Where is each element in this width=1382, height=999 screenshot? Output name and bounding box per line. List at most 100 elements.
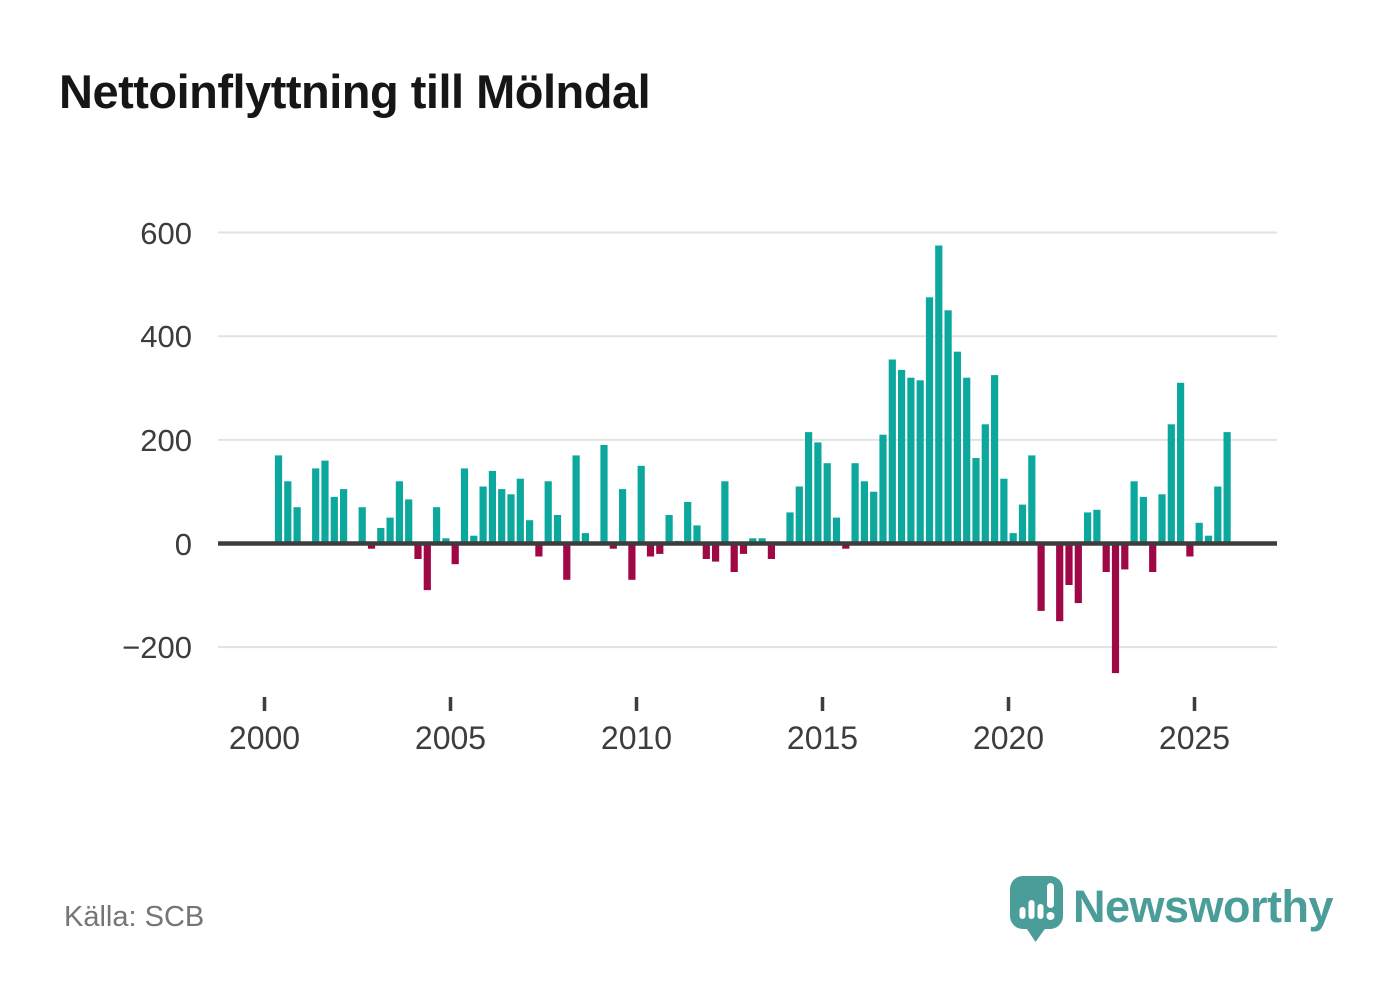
bar-2010-Q4 xyxy=(665,515,673,544)
x-axis-label-2020: 2020 xyxy=(972,720,1045,756)
x-axis-label-2005: 2005 xyxy=(414,720,487,756)
newsworthy-logo: Newsworthy xyxy=(1010,876,1334,944)
newsworthy-logo-text: Newsworthy xyxy=(1073,881,1334,932)
bar-2007-Q2 xyxy=(535,543,543,557)
bar-2003-Q4 xyxy=(405,499,413,544)
bar-2018-Q1 xyxy=(935,245,943,544)
bar-2025-Q2 xyxy=(1204,535,1213,544)
x-axis-label-2000: 2000 xyxy=(228,720,301,756)
bar-2016-Q3 xyxy=(879,434,887,544)
bar-2005-Q1 xyxy=(451,543,459,565)
bar-2017-Q2 xyxy=(907,377,915,544)
bar-2004-Q1 xyxy=(414,543,422,559)
bar-2012-Q3 xyxy=(730,543,738,572)
bar-2009-Q1 xyxy=(600,445,608,544)
bar-2018-Q3 xyxy=(953,351,961,544)
bar-2017-Q1 xyxy=(898,369,906,544)
bar-2008-Q1 xyxy=(563,543,571,580)
bar-2020-Q2 xyxy=(1018,504,1027,544)
newsworthy-logo-icon xyxy=(1010,876,1063,942)
logo-bars-and-exclamation xyxy=(1019,883,1055,920)
bar-2011-Q4 xyxy=(702,543,710,559)
source-label: Källa: SCB xyxy=(64,901,205,933)
bar-2015-Q3 xyxy=(842,543,850,549)
bar-2016-Q2 xyxy=(870,491,878,544)
bar-2024-Q3 xyxy=(1177,382,1185,544)
bar-2005-Q2 xyxy=(460,468,469,544)
bar-2001-Q4 xyxy=(330,496,338,544)
bar-2015-Q2 xyxy=(832,517,841,544)
bar-2021-Q4 xyxy=(1074,543,1082,604)
bar-2019-Q3 xyxy=(991,375,999,544)
bar-2015-Q1 xyxy=(823,463,831,544)
bar-2009-Q3 xyxy=(619,489,627,544)
bar-2012-Q2 xyxy=(721,481,729,544)
bar-2024-Q1 xyxy=(1158,494,1166,544)
bar-2007-Q4 xyxy=(553,515,562,544)
y-axis-label-600: 600 xyxy=(140,215,192,251)
x-axis-label-2015: 2015 xyxy=(786,720,859,756)
bar-2000-Q2 xyxy=(274,455,283,544)
bar-2011-Q3 xyxy=(693,525,701,544)
bar-2003-Q3 xyxy=(395,481,403,544)
bar-2022-Q3 xyxy=(1102,543,1110,572)
bar-2003-Q2 xyxy=(386,517,394,544)
bar-2005-Q3 xyxy=(470,535,478,544)
bar-2024-Q2 xyxy=(1167,424,1175,544)
bar-2016-Q1 xyxy=(860,481,868,544)
bar-2022-Q2 xyxy=(1093,509,1101,544)
bar-2004-Q2 xyxy=(423,543,431,591)
y-axis-label-0: 0 xyxy=(174,526,192,562)
bar-2025-Q4 xyxy=(1223,432,1231,544)
bar-2017-Q4 xyxy=(925,297,934,544)
bar-2004-Q3 xyxy=(433,507,441,544)
bar-2021-Q2 xyxy=(1056,543,1064,622)
bar-2006-Q4 xyxy=(516,478,524,544)
bar-2023-Q2 xyxy=(1130,481,1138,544)
bar-2002-Q3 xyxy=(358,507,366,544)
bar-2002-Q4 xyxy=(367,543,376,549)
bar-2006-Q2 xyxy=(498,489,506,544)
x-axis-label-2025: 2025 xyxy=(1158,720,1231,756)
y-axis-label--200: −200 xyxy=(122,630,192,666)
bar-2017-Q3 xyxy=(916,380,924,544)
bar-2019-Q2 xyxy=(981,424,989,544)
bar-2019-Q1 xyxy=(972,458,980,544)
bar-2020-Q4 xyxy=(1037,543,1045,611)
bar-2023-Q4 xyxy=(1149,543,1157,572)
bar-2018-Q2 xyxy=(944,310,952,544)
bar-2025-Q1 xyxy=(1195,522,1203,544)
bar-2011-Q2 xyxy=(684,502,692,544)
bar-2013-Q1 xyxy=(749,538,757,544)
chart-title: Nettoinflyttning till Mölndal xyxy=(59,65,651,118)
bar-2007-Q1 xyxy=(526,520,534,544)
bar-2022-Q4 xyxy=(1111,543,1120,674)
bar-2012-Q4 xyxy=(739,543,748,554)
bar-2010-Q1 xyxy=(637,465,645,544)
bar-2000-Q4 xyxy=(293,507,301,544)
y-axis-label-400: 400 xyxy=(140,319,192,355)
bar-2013-Q2 xyxy=(758,538,766,544)
bar-2014-Q1 xyxy=(786,512,794,544)
bar-2008-Q3 xyxy=(581,533,589,544)
bar-2007-Q3 xyxy=(544,481,552,544)
bar-2024-Q4 xyxy=(1186,543,1194,557)
y-axis-label-200: 200 xyxy=(140,422,192,458)
bar-2019-Q4 xyxy=(1000,478,1008,544)
bar-2001-Q3 xyxy=(321,460,329,544)
bar-2010-Q3 xyxy=(656,543,664,554)
bar-2003-Q1 xyxy=(377,528,385,544)
bar-2014-Q4 xyxy=(814,442,822,544)
bar-2022-Q1 xyxy=(1084,512,1092,544)
x-axis-label-2010: 2010 xyxy=(600,720,673,756)
bar-2008-Q2 xyxy=(572,455,580,544)
bar-2000-Q3 xyxy=(284,481,292,544)
bar-2013-Q3 xyxy=(767,543,775,559)
bar-2014-Q3 xyxy=(805,432,813,544)
bar-2014-Q2 xyxy=(795,486,803,544)
bar-2009-Q2 xyxy=(609,543,617,549)
bar-2021-Q3 xyxy=(1065,543,1073,585)
bar-2025-Q3 xyxy=(1214,486,1222,544)
